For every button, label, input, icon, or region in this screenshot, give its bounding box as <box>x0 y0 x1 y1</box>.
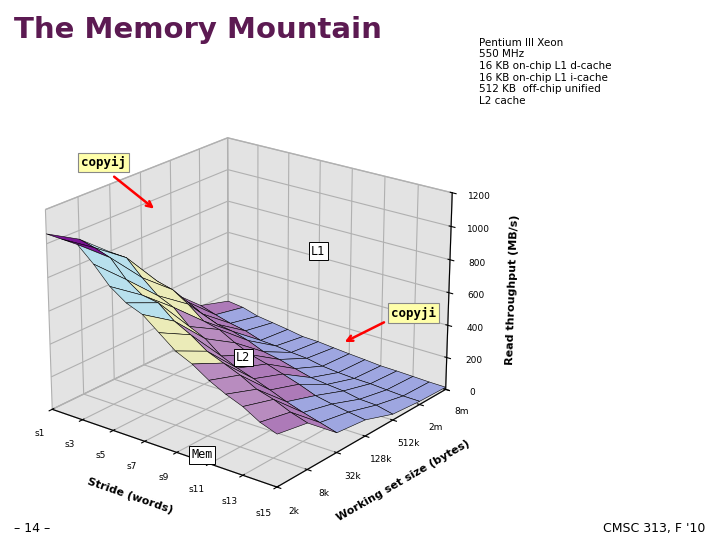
X-axis label: Stride (words): Stride (words) <box>86 476 174 515</box>
Text: copyij: copyij <box>81 156 126 169</box>
Text: – 14 –: – 14 – <box>14 522 50 535</box>
Text: Pentium III Xeon
550 MHz
16 KB on-chip L1 d-cache
16 KB on-chip L1 i-cache
512 K: Pentium III Xeon 550 MHz 16 KB on-chip L… <box>479 38 611 106</box>
Text: L2: L2 <box>236 351 250 364</box>
Text: Mem: Mem <box>192 448 213 461</box>
Text: copyji: copyji <box>391 307 436 320</box>
Text: L1: L1 <box>311 245 325 258</box>
Text: The Memory Mountain: The Memory Mountain <box>14 16 382 44</box>
Y-axis label: Working set size (bytes): Working set size (bytes) <box>335 438 472 523</box>
Text: CMSC 313, F '10: CMSC 313, F '10 <box>603 522 706 535</box>
